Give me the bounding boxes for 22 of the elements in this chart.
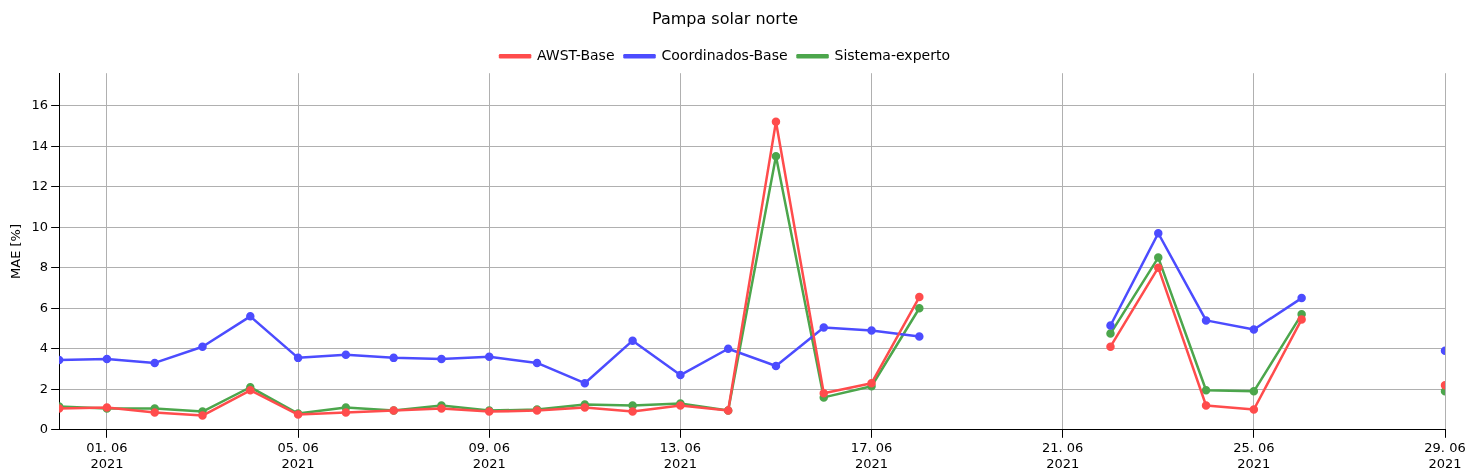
legend-label: Sistema-experto: [834, 46, 950, 63]
x-tick-label: 01. 06 2021: [86, 439, 128, 471]
x-tick-label: 21. 06 2021: [1042, 439, 1084, 471]
y-tick-label: 4: [39, 340, 49, 356]
y-tick-label: 10: [31, 218, 49, 234]
x-tick-label: 05. 06 2021: [277, 439, 319, 471]
y-tick-label: 2: [39, 380, 49, 396]
y-tick-label: 0: [39, 421, 49, 437]
y-tick-label: 16: [31, 96, 49, 112]
y-tick-label: 8: [39, 259, 49, 275]
x-tick-label: 09. 06 2021: [468, 439, 510, 471]
x-tick-label: 13. 06 2021: [659, 439, 702, 471]
chart-title: Pampa solar norte: [651, 8, 799, 28]
legend-label: AWST-Base: [537, 46, 615, 63]
y-tick-label: 14: [31, 137, 49, 153]
x-tick-label: 25. 06 2021: [1233, 439, 1275, 471]
y-tick-label: 6: [39, 299, 49, 315]
x-tick-label: 17. 06 2021: [850, 439, 893, 471]
legend-label: Coordinados-Base: [661, 46, 788, 63]
y-tick-label: 12: [31, 178, 49, 194]
y-axis-title: MAE [%]: [8, 224, 24, 279]
x-tick-label: 29. 06 2021: [1424, 439, 1466, 471]
